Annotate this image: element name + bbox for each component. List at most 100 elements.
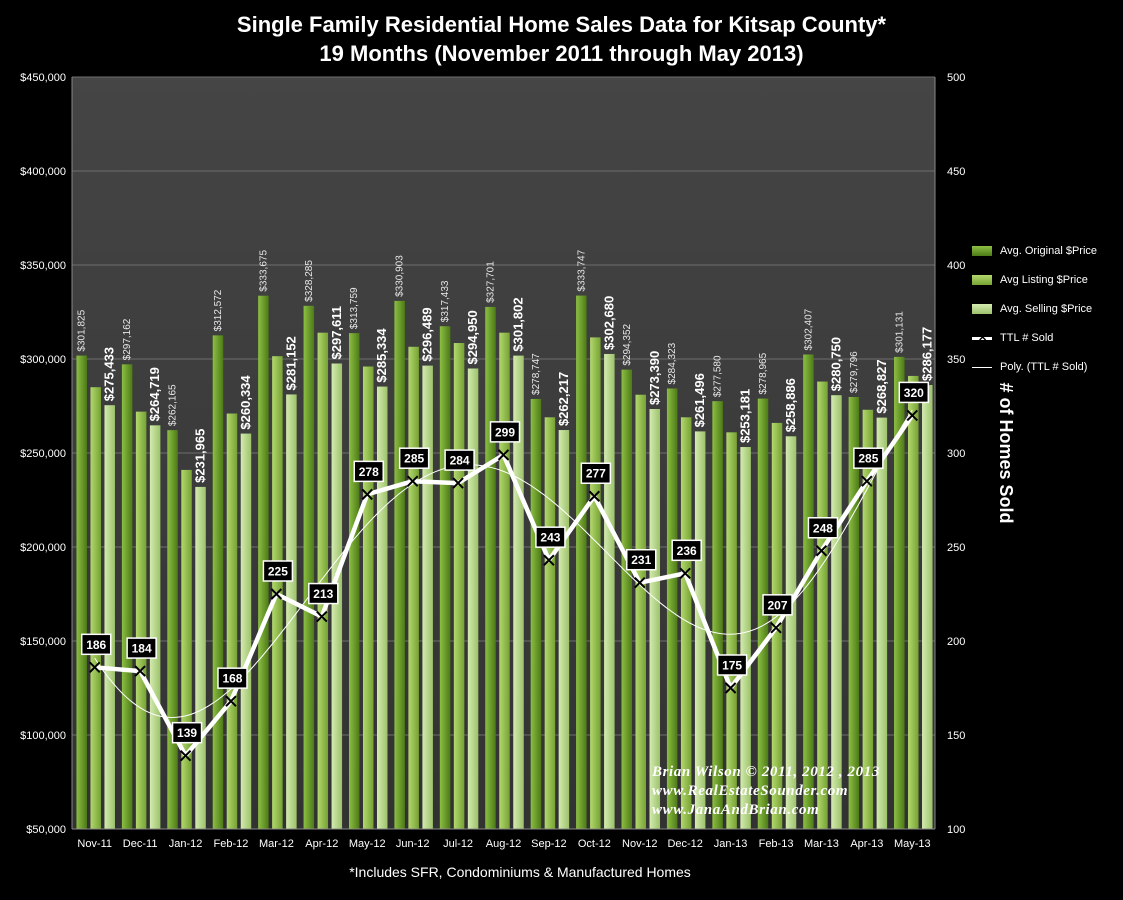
bar-label-original: $277,580 [713,355,724,397]
sold-label: 299 [495,425,515,439]
bar-label-selling: $285,334 [374,328,389,383]
sold-label-box [171,721,203,744]
bar-label-selling: $302,680 [601,296,616,350]
bar-label-original: $294,352 [622,323,633,365]
x-tick-label: Mar-13 [804,838,839,850]
bar-selling [422,365,433,829]
bar-original [576,295,587,829]
sold-label-box [353,460,384,483]
sold-marker [452,477,464,489]
bar-original [848,396,860,829]
bar-original [121,364,133,829]
x-tick-label: Feb-12 [214,838,249,850]
bar-original [712,401,723,829]
bar-label-selling: $231,965 [193,429,208,483]
sold-label-box [489,421,521,443]
bar-label-selling: $286,177 [919,327,934,381]
bar-label-selling: $260,334 [238,375,253,430]
sold-label: 243 [540,531,560,545]
x-tick-label: Jul-12 [443,838,473,850]
sold-marker [679,567,691,580]
sold-label: 186 [86,638,106,652]
bar-listing [817,381,828,829]
y-left-tick-label: $150,000 [20,636,66,648]
y-left-tick-label: $300,000 [20,354,66,366]
bar-label-selling: $297,611 [329,306,344,360]
bar-selling [240,433,252,829]
bar-label-selling: $281,152 [283,336,298,390]
sold-marker [543,554,555,566]
trendline [94,409,913,719]
sold-label-box [126,637,157,659]
chart-title-line1: Single Family Residential Home Sales Dat… [236,12,887,37]
y-left-tick-label: $100,000 [20,730,66,742]
y-right-tick-label: 500 [947,72,965,84]
sold-label: 285 [404,452,424,466]
bar-listing [544,417,556,829]
sold-marker [815,545,828,557]
sold-label-box [308,582,339,605]
credit-line3: www.JanaAndBrian.com [652,802,820,818]
x-tick-label: Jan-13 [714,838,748,850]
bar-label-selling: $296,489 [420,307,435,361]
y-right-tick-label: 200 [947,636,965,648]
y-left-tick-label: $200,000 [20,542,66,554]
sold-label-box [626,548,657,571]
sold-label: 139 [177,726,197,740]
bar-listing [453,343,465,829]
bar-label-original: $333,675 [258,250,269,292]
bar-selling [104,405,115,829]
bar-label-selling: $294,950 [465,310,480,364]
sold-label: 168 [222,672,242,686]
bar-label-selling: $261,496 [692,373,707,427]
x-tick-label: May-12 [349,838,386,850]
legend-item-selling: Avg. Selling $Price [972,294,1097,323]
credit-line1: Brian Wilson © 2011, 2012 , 2013 [652,764,880,780]
legend-item-original: Avg. Original $Price [972,236,1097,265]
bar-original [394,300,405,830]
chart-title-line2: 19 Months (November 2011 through May 201… [319,41,804,66]
sold-marker [497,449,510,461]
y-right-tick-label: 450 [947,166,965,178]
bar-selling [876,417,888,829]
bar-label-original: $333,747 [576,249,587,291]
sold-label: 320 [904,386,924,400]
bar-selling [649,409,661,829]
bar-label-selling: $275,433 [102,347,117,401]
bar-selling [740,447,751,829]
x-tick-label: Apr-13 [850,838,883,850]
bar-label-selling: $258,886 [783,378,798,432]
bar-listing [317,332,329,829]
bar-original [76,355,87,829]
sold-marker [861,475,873,487]
sold-label-box [398,447,430,469]
sold-label-box [807,517,839,539]
x-tick-label: Nov-11 [77,838,112,850]
y-right-tick-label: 300 [947,448,965,460]
bar-label-original: $278,965 [758,352,769,394]
sold-label-box [716,654,748,676]
sold-marker [361,488,373,501]
sold-label-box [80,633,112,656]
legend-item-listing: Avg Listing $Price [972,265,1097,294]
y-left-tick-label: $50,000 [26,824,66,836]
sold-marker [724,682,737,694]
sold-label: 285 [858,452,878,466]
x-tick-label: Oct-12 [578,838,611,850]
bar-selling [922,384,933,829]
sold-marker [906,409,918,422]
legend: Avg. Original $Price Avg Listing $Price … [972,236,1097,381]
bar-label-selling: $253,181 [738,389,753,443]
sold-label: 277 [586,467,606,481]
bar-listing [680,417,692,829]
bar-label-original: $301,131 [894,311,905,353]
bar-listing [862,409,874,829]
sold-label: 248 [813,521,833,535]
bar-listing [362,366,374,829]
sold-label-box [262,560,294,582]
bar-original [212,335,224,829]
y-right-axis-title: # of Homes Sold [996,382,1016,523]
bar-listing [135,411,147,829]
sold-label: 207 [768,598,788,612]
sold-label-box [580,462,612,484]
